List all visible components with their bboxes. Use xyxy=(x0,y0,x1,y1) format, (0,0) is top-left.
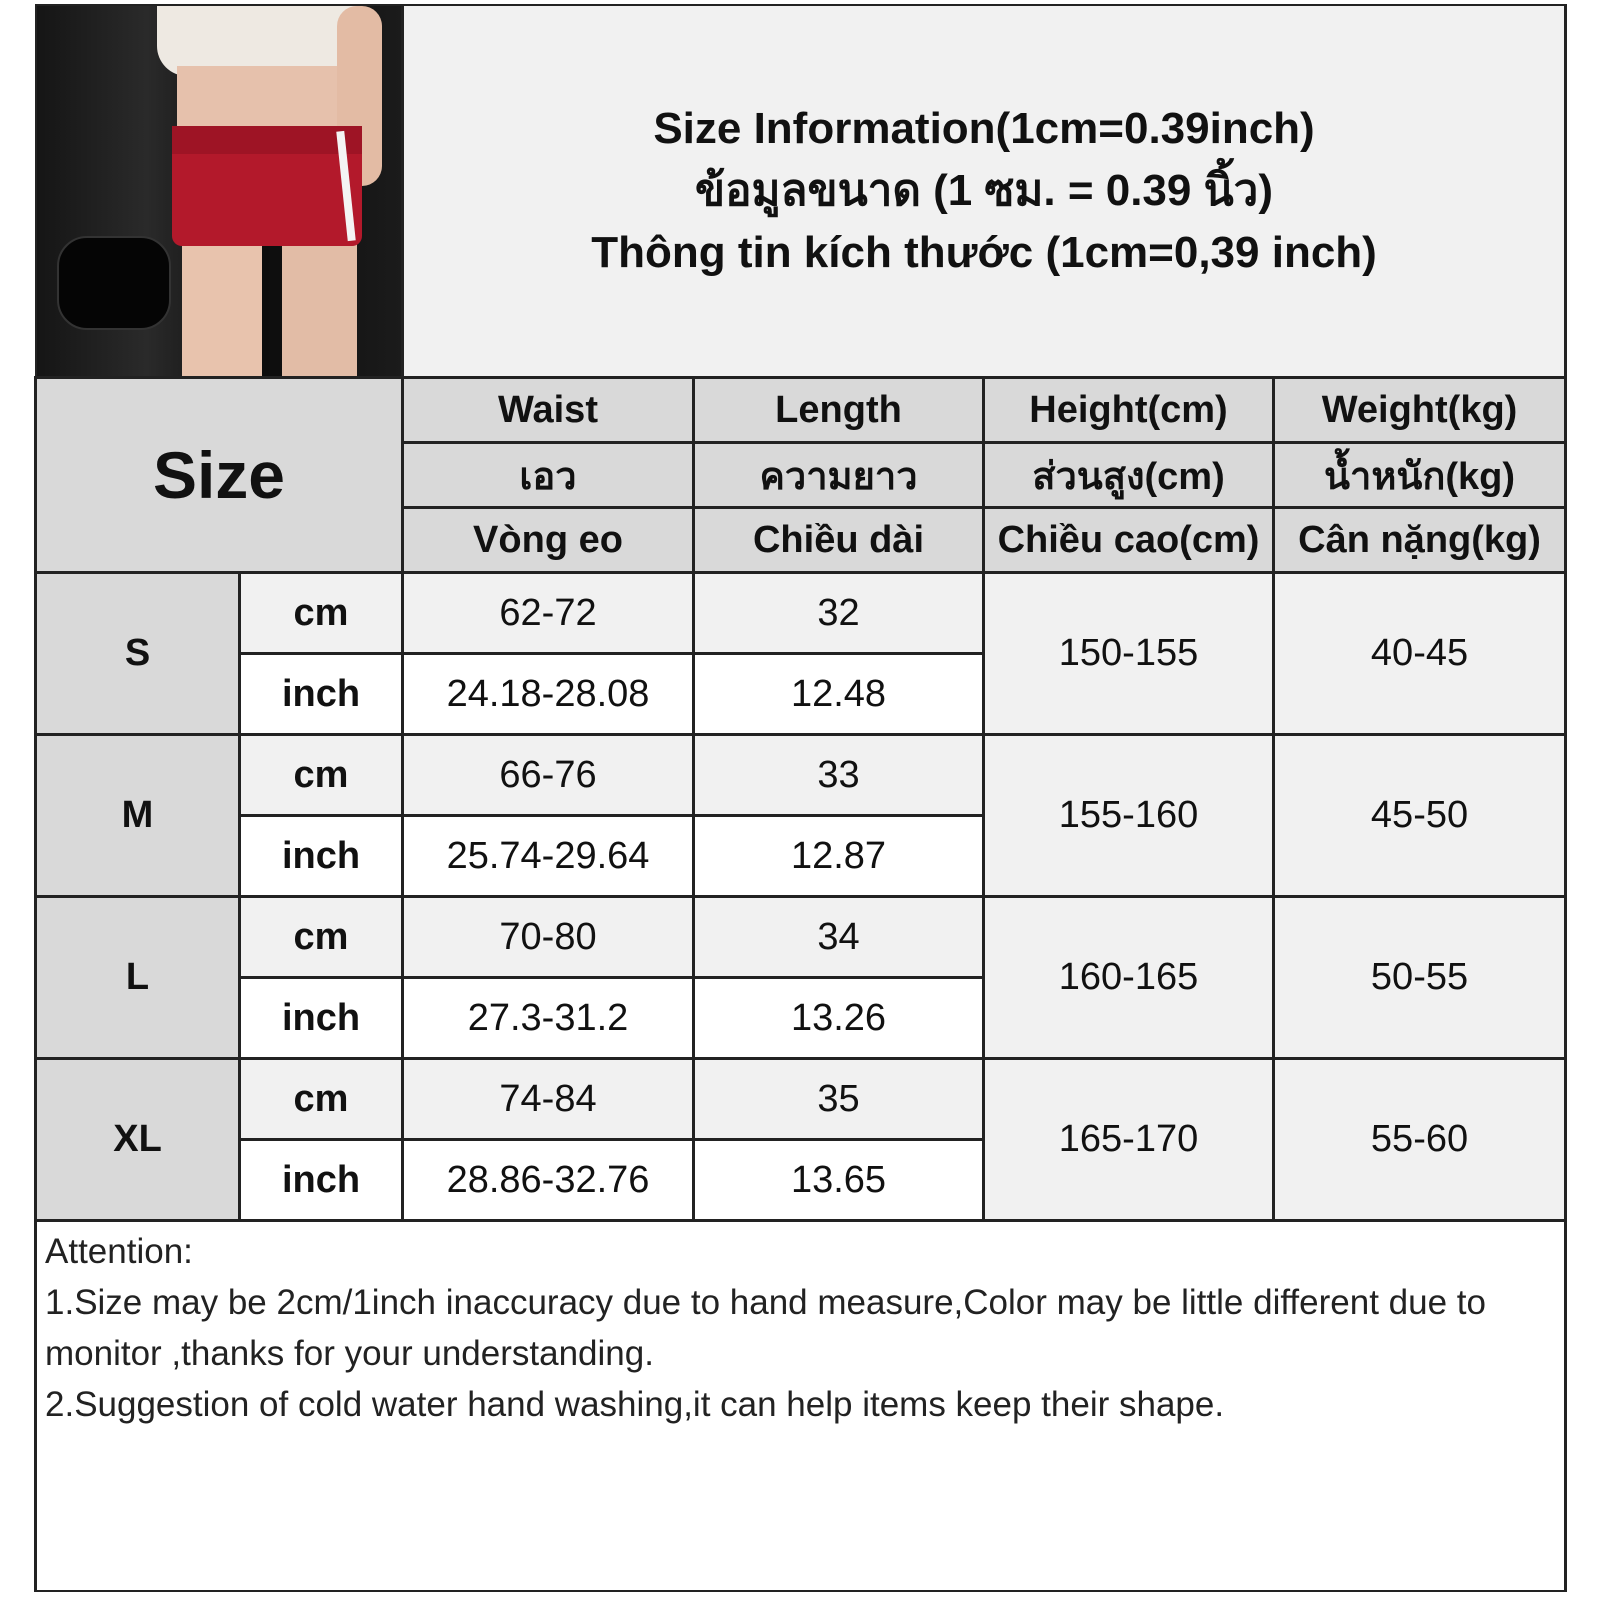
product-photo-image xyxy=(37,6,401,376)
table-row-inch: inch 27.3-31.2 13.26 xyxy=(36,976,1566,1060)
table-row-inch: inch 28.86-32.76 13.65 xyxy=(36,1138,1566,1222)
header-row-vi: Vòng eo Chiều dài Chiều cao(cm) Cân nặng… xyxy=(36,506,1568,574)
header-waist-vi: Vòng eo xyxy=(401,506,695,574)
unit-inch: inch xyxy=(238,814,404,898)
size-header: Size xyxy=(34,376,404,574)
length-inch: 12.87 xyxy=(692,814,985,898)
notes-line-1: 1.Size may be 2cm/1inch inaccuracy due t… xyxy=(45,1283,1486,1373)
size-label: S xyxy=(34,571,241,736)
unit-cm: cm xyxy=(238,895,404,979)
header-row-en: Size Waist Length Height(cm) Weight(kg) xyxy=(34,376,1568,574)
title-vietnamese: Thông tin kích thước (1cm=0,39 inch) xyxy=(591,228,1377,277)
unit-cm: cm xyxy=(238,571,404,655)
header-length-vi: Chiều dài xyxy=(692,506,985,574)
waist-inch: 28.86-32.76 xyxy=(401,1138,695,1222)
table-row-inch: inch 25.74-29.64 12.87 xyxy=(36,814,1566,898)
title-thai: ข้อมูลขนาด (1 ซม. = 0.39 นิ้ว) xyxy=(695,166,1274,215)
title-english: Size Information(1cm=0.39inch) xyxy=(653,104,1315,153)
size-label: L xyxy=(34,895,241,1060)
header-length: Length xyxy=(692,376,985,444)
header-length-th: ความยาว xyxy=(692,441,985,509)
waist-inch: 27.3-31.2 xyxy=(401,976,695,1060)
unit-cm: cm xyxy=(238,1057,404,1141)
notes-row: Attention: 1.Size may be 2cm/1inch inacc… xyxy=(33,1219,1568,1592)
notes-heading: Attention: xyxy=(45,1232,193,1271)
header-height-vi: Chiều cao(cm) xyxy=(982,506,1275,574)
header-waist: Waist xyxy=(401,376,695,444)
header-height-th: ส่วนสูง(cm) xyxy=(982,441,1275,509)
weight-range: 50-55 xyxy=(1271,895,1568,1060)
length-inch: 13.65 xyxy=(692,1138,985,1222)
waist-cm: 66-76 xyxy=(401,733,695,817)
size-information-title: Size Information(1cm=0.39inch) ข้อมูลขนา… xyxy=(400,4,1568,379)
attention-notes: Attention: 1.Size may be 2cm/1inch inacc… xyxy=(33,1219,1568,1592)
waist-cm: 74-84 xyxy=(401,1057,695,1141)
title-row: Size Information(1cm=0.39inch) ข้อมูลขนา… xyxy=(34,4,1568,379)
length-cm: 33 xyxy=(692,733,985,817)
height-range: 150-155 xyxy=(982,571,1275,736)
header-waist-th: เอว xyxy=(401,441,695,509)
header-weight: Weight(kg) xyxy=(1271,376,1568,444)
table-row-cm: L cm 70-80 34 160-165 50-55 xyxy=(34,895,1568,1060)
size-label: M xyxy=(34,733,241,898)
length-cm: 35 xyxy=(692,1057,985,1141)
unit-inch: inch xyxy=(238,976,404,1060)
notes-line-2: 2.Suggestion of cold water hand washing,… xyxy=(45,1385,1225,1424)
weight-range: 40-45 xyxy=(1271,571,1568,736)
table-row-inch: inch 24.18-28.08 12.48 xyxy=(36,652,1566,736)
table-row-cm: S cm 62-72 32 150-155 40-45 xyxy=(34,571,1568,736)
waist-cm: 70-80 xyxy=(401,895,695,979)
waist-inch: 24.18-28.08 xyxy=(401,652,695,736)
length-inch: 12.48 xyxy=(692,652,985,736)
weight-range: 55-60 xyxy=(1271,1057,1568,1222)
header-weight-th: น้ำหนัก(kg) xyxy=(1271,441,1568,509)
unit-inch: inch xyxy=(238,1138,404,1222)
size-label: XL xyxy=(34,1057,241,1222)
unit-inch: inch xyxy=(238,652,404,736)
waist-inch: 25.74-29.64 xyxy=(401,814,695,898)
height-range: 160-165 xyxy=(982,895,1275,1060)
header-height: Height(cm) xyxy=(982,376,1275,444)
height-range: 165-170 xyxy=(982,1057,1275,1222)
length-cm: 34 xyxy=(692,895,985,979)
size-chart-table: Size Information(1cm=0.39inch) ข้อมูลขนา… xyxy=(33,4,1568,1592)
unit-cm: cm xyxy=(238,733,404,817)
product-photo xyxy=(34,4,404,379)
length-inch: 13.26 xyxy=(692,976,985,1060)
header-row-th: เอว ความยาว ส่วนสูง(cm) น้ำหนัก(kg) xyxy=(36,441,1568,509)
header-weight-vi: Cân nặng(kg) xyxy=(1271,506,1568,574)
waist-cm: 62-72 xyxy=(401,571,695,655)
height-range: 155-160 xyxy=(982,733,1275,898)
weight-range: 45-50 xyxy=(1271,733,1568,898)
table-row-cm: M cm 66-76 33 155-160 45-50 xyxy=(34,733,1568,898)
table-row-cm: XL cm 74-84 35 165-170 55-60 xyxy=(34,1057,1568,1222)
length-cm: 32 xyxy=(692,571,985,655)
